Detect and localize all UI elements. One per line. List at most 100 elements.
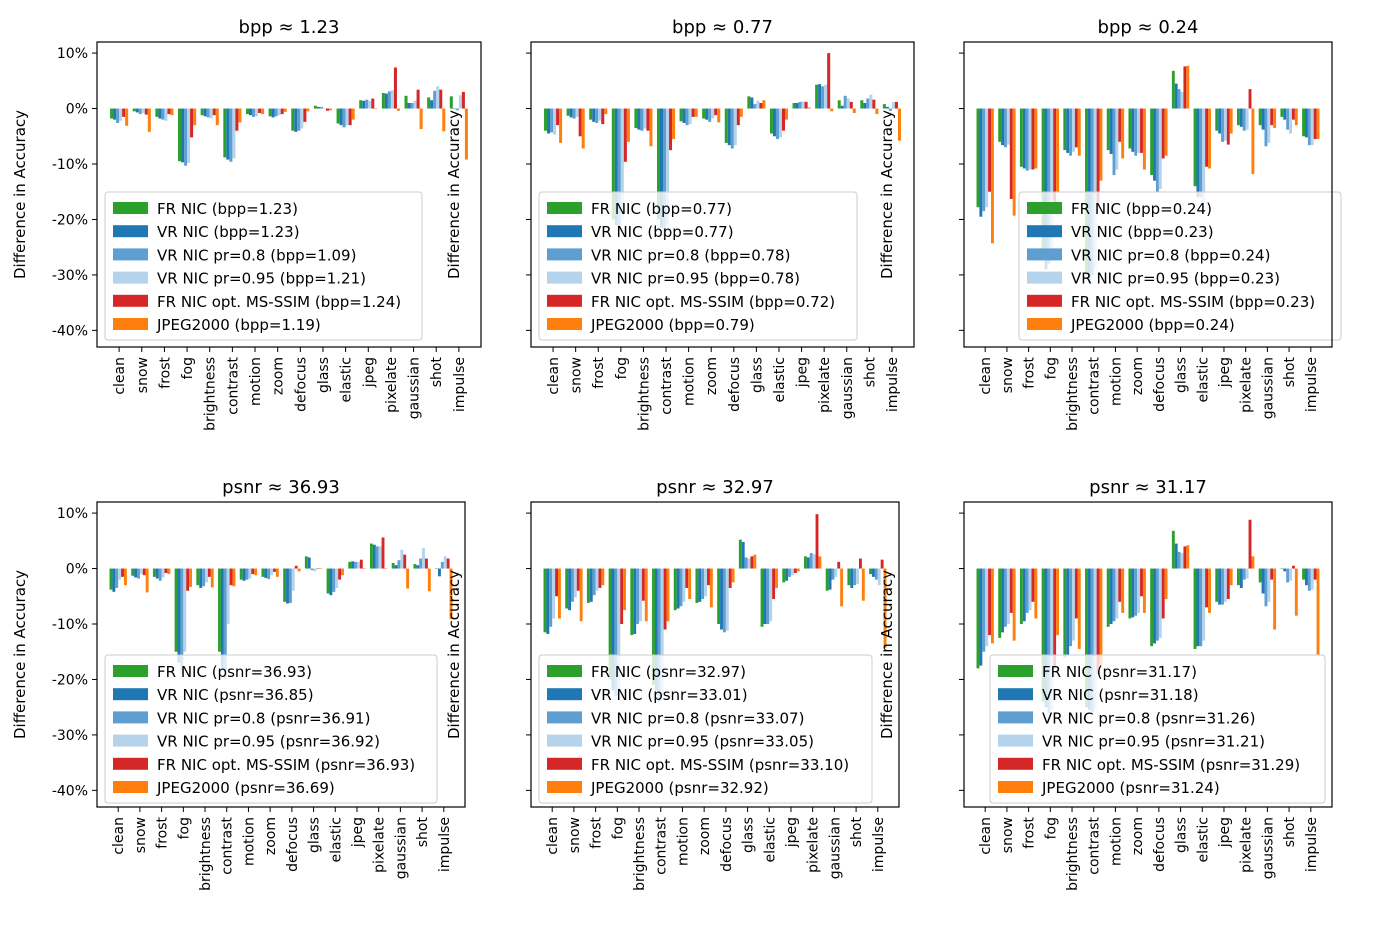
bar-snow-s6 <box>147 108 151 132</box>
x-tick-label-gaussian: gaussian <box>827 817 843 879</box>
bar-jpeg-s5 <box>371 98 375 109</box>
bar-motion-s5 <box>685 568 689 588</box>
bar-jpeg-s5 <box>359 559 363 569</box>
bar-contrast-s1 <box>1085 568 1088 708</box>
bar-zoom-s5 <box>280 108 284 115</box>
bar-clean-s2 <box>113 108 117 120</box>
bar-snow-s3 <box>572 108 576 119</box>
bar-contrast-s6 <box>1099 108 1103 181</box>
bar-frost-s6 <box>601 568 605 586</box>
bar-glass-s6 <box>329 108 333 111</box>
x-tick-label-gaussian: gaussian <box>840 357 856 419</box>
bar-motion-s4 <box>682 568 686 602</box>
bar-motion-s3 <box>679 568 683 607</box>
bar-motion-s1 <box>679 108 683 122</box>
bar-glass-s5 <box>750 556 754 569</box>
legend-entry: FR NIC (bpp=0.77) <box>591 200 732 218</box>
x-tick-label-elastic: elastic <box>1195 357 1211 402</box>
bar-defocus-s1 <box>1150 568 1154 647</box>
bar-elastic-s5 <box>772 568 776 600</box>
bar-motion-s2 <box>1109 568 1113 624</box>
x-tick-label-defocus: defocus <box>1152 817 1168 872</box>
bar-jpeg-s5 <box>1226 108 1230 145</box>
x-tick-label-clean: clean <box>545 817 561 855</box>
bar-gaussian-s3 <box>831 568 835 580</box>
bar-glass-s2 <box>750 97 754 109</box>
bar-clean-s2 <box>546 568 550 634</box>
legend <box>104 654 438 804</box>
legend-entry: VR NIC pr=0.8 (bpp=0.78) <box>591 246 790 264</box>
bar-zoom-s3 <box>708 108 712 122</box>
bar-contrast-s4 <box>1093 108 1097 270</box>
bar-gaussian-s5 <box>403 554 407 569</box>
bar-frost-s5 <box>167 108 171 115</box>
bar-elastic-s3 <box>766 568 770 624</box>
bar-fog-s6 <box>189 568 193 587</box>
x-tick-label-zoom: zoom <box>271 357 287 395</box>
bar-jpeg-s2 <box>362 100 366 109</box>
bar-impulse-s3 <box>888 108 892 111</box>
x-tick-label-fog: fog <box>610 817 626 839</box>
y-tick-label: -40% <box>52 783 88 799</box>
x-tick-label-elastic: elastic <box>328 817 344 862</box>
bar-contrast-s4 <box>232 108 236 159</box>
x-tick-label-shot: shot <box>849 817 865 848</box>
bar-frost-s2 <box>158 108 162 119</box>
bar-defocus-s4 <box>1158 108 1162 189</box>
bar-snow-s1 <box>998 108 1002 142</box>
bar-impulse-s6 <box>449 568 453 620</box>
bar-gaussian-s6 <box>840 568 844 607</box>
bar-pixelate-s5 <box>1248 89 1252 109</box>
bar-defocus-s2 <box>294 108 298 132</box>
bar-defocus-s5 <box>1161 108 1165 159</box>
bar-pixelate-s2 <box>1239 568 1243 588</box>
y-tick-label: -40% <box>52 323 88 339</box>
bar-motion-s2 <box>242 568 246 581</box>
bar-elastic-s4 <box>1202 568 1206 641</box>
bar-frost-s5 <box>164 568 168 573</box>
bar-impulse-s2 <box>452 108 456 110</box>
bar-contrast-s5 <box>663 568 667 630</box>
bar-jpeg-s6 <box>362 568 366 570</box>
bar-contrast-s6 <box>666 568 670 622</box>
bar-snow-s3 <box>1004 568 1007 627</box>
legend <box>1018 191 1342 341</box>
x-tick-label-jpeg: jpeg <box>1217 817 1233 848</box>
bar-brightness-s4 <box>209 108 213 119</box>
bar-clean-s3 <box>116 108 120 123</box>
bar-contrast-s5 <box>1096 568 1100 674</box>
bar-defocus-s2 <box>720 568 723 630</box>
bar-gaussian-s4 <box>413 100 417 109</box>
x-tick-label-zoom: zoom <box>263 817 279 855</box>
bar-snow-s2 <box>1001 568 1005 633</box>
bar-defocus-s3 <box>1155 568 1159 641</box>
bar-shot-s4 <box>856 568 859 585</box>
bar-elastic-s5 <box>338 568 342 580</box>
bar-brightness-s6 <box>1077 108 1081 156</box>
legend-swatch <box>998 665 1033 677</box>
bar-gaussian-s5 <box>416 89 420 109</box>
bar-motion-s3 <box>1112 108 1116 176</box>
bar-gaussian-s6 <box>419 108 423 130</box>
bar-defocus-s4 <box>291 568 295 591</box>
bar-snow-s4 <box>573 568 577 598</box>
bar-snow-s6 <box>581 108 585 149</box>
bar-elastic-s6 <box>785 108 789 120</box>
bar-shot-s2 <box>850 568 854 588</box>
bar-glass-s3 <box>753 104 757 109</box>
legend-entry: VR NIC pr=0.95 (bpp=1.21) <box>157 270 366 288</box>
x-tick-label-jpeg: jpeg <box>350 817 366 848</box>
bar-brightness-s6 <box>210 568 214 588</box>
bar-zoom-s2 <box>1131 108 1135 152</box>
bar-impulse-s4 <box>877 568 881 586</box>
legend-entry: FR NIC opt. MS-SSIM (psnr=36.93) <box>157 756 415 774</box>
bar-gaussian-s1 <box>1258 108 1262 126</box>
bar-clean-s1 <box>544 108 548 131</box>
bar-contrast-s5 <box>669 108 673 151</box>
bar-defocus-s1 <box>724 108 728 143</box>
bar-defocus-s4 <box>1158 568 1162 638</box>
bar-snow-s5 <box>144 108 148 115</box>
legend-entry: FR NIC opt. MS-SSIM (psnr=33.10) <box>591 756 849 774</box>
bar-zoom-s1 <box>261 568 265 577</box>
